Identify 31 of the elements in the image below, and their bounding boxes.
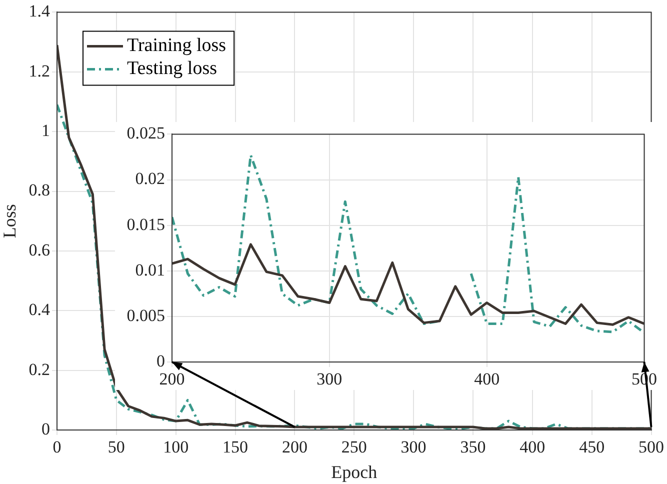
y-axis-title: Loss (0, 204, 20, 238)
legend-label: Testing loss (127, 58, 217, 80)
x-tick-label: 400 (520, 438, 546, 457)
y-tick-label: 0 (156, 351, 165, 370)
legend-label: Training loss (127, 35, 226, 56)
x-tick-label: 350 (460, 438, 486, 457)
x-axis-title: Epoch (331, 462, 378, 482)
y-tick-label: 0.005 (126, 306, 165, 325)
x-tick-label: 100 (163, 438, 189, 457)
x-tick-label: 450 (579, 438, 605, 457)
x-tick-label: 150 (222, 438, 248, 457)
x-tick-label: 200 (282, 438, 308, 457)
y-tick-label: 0.025 (126, 124, 165, 143)
x-tick-label: 50 (108, 438, 125, 457)
y-tick-label: 0 (42, 419, 50, 438)
x-tick-label: 400 (474, 370, 500, 389)
y-tick-label: 1 (42, 121, 50, 140)
y-tick-label: 0.01 (135, 260, 165, 280)
x-tick-label: 300 (400, 438, 426, 457)
y-tick-label: 0.015 (126, 214, 165, 234)
y-tick-label: 0.2 (28, 360, 50, 379)
y-tick-label: 1.2 (28, 61, 50, 80)
y-tick-label: 0.8 (28, 180, 50, 200)
x-tick-label: 300 (316, 370, 342, 389)
y-tick-label: 0.02 (135, 169, 165, 188)
y-tick-label: 0.4 (28, 300, 50, 320)
x-tick-label: 250 (341, 438, 367, 457)
x-tick-label: 500 (638, 438, 664, 457)
y-tick-label: 1.4 (28, 2, 50, 21)
x-tick-label: 200 (159, 370, 185, 389)
y-tick-label: 0.6 (28, 240, 50, 260)
